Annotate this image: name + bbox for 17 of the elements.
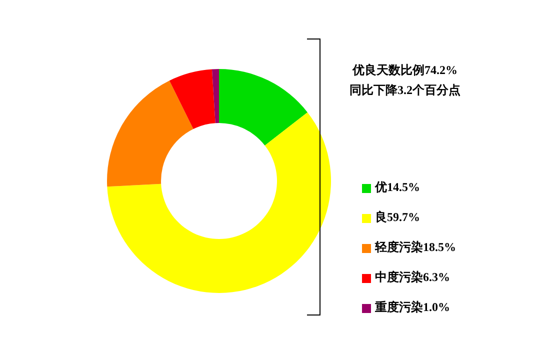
donut-slice [107,112,331,293]
text: 优良天数比例74.2% [351,62,458,79]
legend-label: 良 [375,210,387,224]
data-label: 18.5% [423,240,456,254]
donut-slice [107,80,194,187]
legend-label: 重度污染 [375,300,423,314]
legend-label: 轻度污染 [375,240,423,254]
legend-label: 优 [375,180,387,194]
donut-slice [219,69,308,146]
text: 同比下降3.2个百分点 [348,82,462,99]
data-label: 6.3% [423,270,450,284]
data-label: 59.7% [387,210,420,224]
data-label: 14.5% [387,180,420,194]
data-label: 1.0% [423,300,450,314]
donut-slice [212,69,219,124]
legend-label: 中度污染 [375,270,423,284]
donut-slice [169,69,216,129]
